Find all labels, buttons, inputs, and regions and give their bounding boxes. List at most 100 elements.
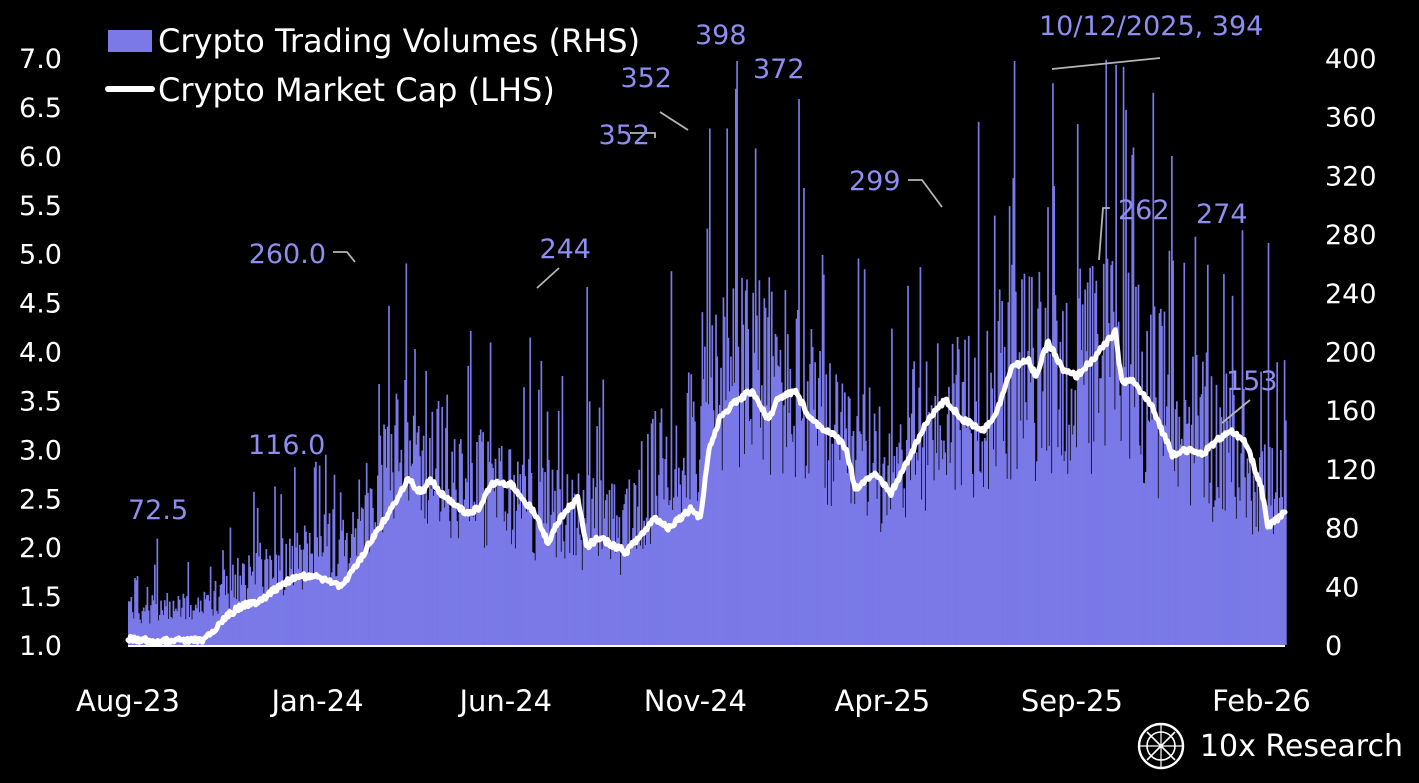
volume-bar <box>678 467 680 645</box>
volume-bar <box>540 361 543 645</box>
volume-bar <box>737 346 740 645</box>
volume-bar <box>1244 477 1246 645</box>
volume-bar <box>809 364 812 645</box>
volume-bar <box>147 610 150 645</box>
volume-bar <box>271 578 274 645</box>
volume-bar <box>238 601 240 645</box>
volume-bar <box>518 504 520 645</box>
volume-bar <box>1239 500 1241 645</box>
volume-bar <box>1106 258 1109 645</box>
y-right-tick-label: 80 <box>1325 514 1359 545</box>
volume-bar <box>1214 500 1217 645</box>
volume-bar <box>1261 451 1264 645</box>
volume-bar <box>835 374 838 645</box>
volume-bar <box>778 367 781 645</box>
volume-bar <box>1257 531 1260 645</box>
volume-bar <box>819 351 821 645</box>
y-right-tick-label: 120 <box>1325 455 1377 486</box>
volume-bar <box>957 349 960 645</box>
volume-bar <box>808 473 810 645</box>
volume-bar <box>569 553 571 645</box>
volume-bar <box>710 377 712 645</box>
volume-bar <box>363 551 366 645</box>
volume-bar <box>983 438 986 645</box>
volume-bar <box>1107 322 1110 645</box>
volume-bar <box>964 339 966 645</box>
volume-bar <box>772 356 774 645</box>
volume-bar <box>442 499 445 645</box>
volume-bar <box>575 555 577 645</box>
volume-bar <box>813 409 815 645</box>
volume-bar <box>154 564 156 645</box>
volume-bar <box>919 267 922 645</box>
volume-bar <box>939 425 942 645</box>
volume-bar <box>794 477 797 645</box>
volume-bar <box>1234 496 1236 645</box>
volume-bar <box>893 455 896 645</box>
volume-bar <box>559 489 561 645</box>
volume-bar <box>1265 512 1267 645</box>
volume-bar <box>232 564 234 645</box>
volume-bar <box>1121 383 1124 645</box>
volume-bar <box>1119 395 1121 645</box>
volume-bar <box>240 584 243 645</box>
volume-bar <box>441 406 444 645</box>
volume-bar <box>1258 457 1261 645</box>
volume-bar <box>1031 276 1033 645</box>
volume-bar <box>817 378 820 645</box>
volume-bar <box>879 532 882 645</box>
volume-bar <box>451 451 454 645</box>
volume-bar <box>752 292 755 645</box>
volume-bar <box>959 430 961 645</box>
volume-bar <box>399 462 401 645</box>
volume-bar <box>1154 397 1157 645</box>
volume-bar <box>1007 302 1010 645</box>
volume-bar <box>445 427 447 645</box>
volume-bar <box>1159 308 1162 645</box>
volume-bar <box>570 508 572 645</box>
volume-bar <box>717 424 720 645</box>
volume-bar <box>1127 272 1130 645</box>
volume-bar <box>508 449 510 645</box>
volume-bar <box>573 493 576 645</box>
volume-bar <box>742 324 745 645</box>
volume-bar <box>486 545 488 645</box>
volume-bar <box>861 451 864 645</box>
volume-bar <box>1080 350 1083 645</box>
volume-bar <box>448 521 451 645</box>
volume-bar <box>474 520 477 645</box>
volume-bar <box>739 400 742 645</box>
volume-bar <box>1064 451 1067 645</box>
volume-bar <box>613 484 616 645</box>
volume-bar <box>1026 420 1028 645</box>
volume-bar <box>1117 321 1120 645</box>
volume-bar <box>420 510 423 645</box>
y-left-tick-label: 5.5 <box>19 191 62 222</box>
volume-bar <box>477 511 480 645</box>
volume-bar <box>960 485 963 645</box>
volume-bar <box>599 480 602 645</box>
volume-bar <box>455 489 457 645</box>
volume-bar <box>782 473 784 645</box>
volume-bar <box>866 515 868 645</box>
volume-bar <box>409 440 411 645</box>
volume-bar <box>484 501 487 645</box>
volume-bar <box>1001 301 1004 645</box>
volume-bar <box>1044 307 1047 645</box>
annotation-leader-line <box>1098 207 1110 261</box>
annotation-label: 244 <box>539 234 591 265</box>
volume-bar <box>1204 386 1207 645</box>
volume-bar <box>156 538 159 645</box>
volume-bar <box>1069 460 1072 645</box>
volume-bar <box>213 591 216 645</box>
volume-bar <box>318 465 321 645</box>
volume-bar <box>768 277 771 645</box>
volume-bar <box>168 601 171 645</box>
volume-bar <box>369 488 372 645</box>
volume-bar <box>145 604 148 645</box>
volume-bar <box>320 536 322 645</box>
volume-bar <box>1152 92 1155 646</box>
volume-bar <box>555 557 558 645</box>
volume-bar <box>775 336 778 645</box>
volume-bar <box>565 524 567 645</box>
